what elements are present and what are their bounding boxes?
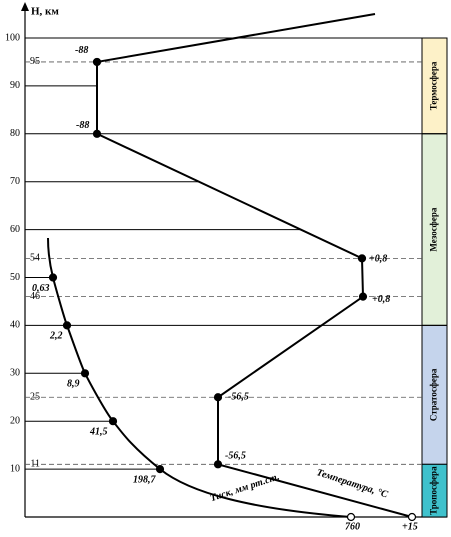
y-tick-label: 40	[10, 320, 20, 331]
y-tick-label: 80	[10, 128, 20, 139]
layer-box	[421, 324, 448, 465]
y-tick-label: 50	[10, 272, 20, 283]
pressure-label: 0,63	[32, 283, 50, 294]
temperature-extension	[96, 13, 376, 63]
y-tick-label: 54	[30, 253, 40, 264]
pressure-point	[80, 369, 90, 378]
pressure-label: 41,5	[89, 426, 108, 437]
temperature-point	[358, 292, 368, 301]
layer-name: Тропосфера	[429, 466, 439, 515]
temperature-point	[357, 254, 367, 263]
temperature-label: +0,8	[372, 294, 390, 305]
y-tick-label: 20	[10, 415, 20, 426]
temperature-label: -88	[76, 120, 89, 131]
temperature-line	[96, 61, 413, 518]
layer-name: Стратосфера	[429, 368, 439, 421]
layer-box	[421, 463, 448, 518]
pressure-curve-label: Тиск, мм рт.ст.	[209, 471, 281, 504]
temperature-point	[92, 57, 102, 67]
pressure-curve	[47, 237, 352, 518]
temperature-curve-label: Температура, °C	[315, 467, 389, 501]
y-tick-label: 100	[5, 32, 20, 43]
temperature-label: +15	[402, 521, 418, 532]
pressure-point	[108, 417, 118, 426]
temperature-label: +0,8	[369, 254, 387, 265]
temperature-point	[213, 393, 223, 402]
y-tick-label: 11	[30, 459, 40, 470]
pressure-point	[48, 273, 58, 282]
pressure-label: 2,2	[49, 331, 63, 342]
temperature-point	[92, 129, 102, 138]
y-tick-label: 60	[10, 224, 20, 235]
temperature-label: -56,5	[228, 392, 249, 403]
temperature-point	[407, 512, 417, 522]
pressure-point	[155, 465, 165, 474]
y-tick-label: 25	[30, 392, 40, 403]
y-tick-label: 70	[10, 176, 20, 187]
layer-name: Мезосфера	[429, 207, 439, 252]
y-tick-label: 10	[10, 463, 20, 474]
y-tick-label: 46	[30, 291, 40, 302]
y-tick-label: 95	[30, 56, 40, 67]
temperature-label: -88	[75, 45, 88, 56]
pressure-label: 8,9	[67, 379, 80, 390]
y-tick-label: 30	[10, 368, 20, 379]
temperature-label: -56,5	[225, 451, 246, 462]
pressure-label: 198,7	[133, 474, 157, 485]
pressure-point	[62, 321, 72, 330]
axis-label: H, км	[31, 6, 59, 18]
layer-box	[421, 37, 448, 135]
y-tick-label: 90	[10, 80, 20, 91]
axis-arrow	[21, 2, 29, 11]
pressure-point	[346, 512, 356, 522]
temperature-point	[213, 460, 223, 469]
pressure-label: 760	[345, 521, 360, 532]
layer-name: Термосфера	[429, 61, 439, 110]
